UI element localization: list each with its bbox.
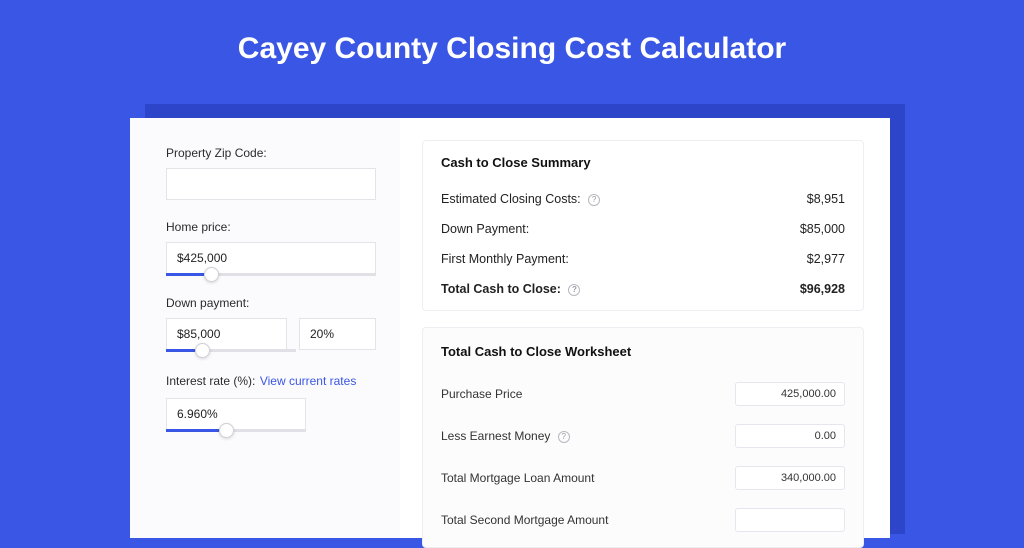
worksheet-row-value[interactable]: 425,000.00 — [735, 382, 845, 406]
help-icon[interactable]: ? — [588, 194, 600, 206]
inputs-column: Property Zip Code: Home price: Down paym… — [130, 118, 400, 538]
summary-row: First Monthly Payment: $2,977 — [441, 244, 845, 274]
summary-row-label: Estimated Closing Costs: — [441, 192, 581, 206]
results-column: Cash to Close Summary Estimated Closing … — [400, 118, 890, 538]
down-payment-pct-input[interactable] — [299, 318, 376, 350]
down-payment-input[interactable] — [166, 318, 287, 350]
worksheet-row-value[interactable]: 340,000.00 — [735, 466, 845, 490]
home-price-slider[interactable] — [166, 273, 376, 276]
zip-field: Property Zip Code: — [166, 146, 376, 200]
page-title: Cayey County Closing Cost Calculator — [0, 0, 1024, 92]
down-payment-label: Down payment: — [166, 296, 376, 310]
summary-row-label: Total Cash to Close: — [441, 282, 561, 296]
slider-thumb[interactable] — [195, 343, 210, 358]
summary-row-label: First Monthly Payment: — [441, 252, 569, 266]
zip-input[interactable] — [166, 168, 376, 200]
interest-rate-field: Interest rate (%): View current rates — [166, 372, 376, 432]
worksheet-row-value[interactable]: 0.00 — [735, 424, 845, 448]
home-price-label: Home price: — [166, 220, 376, 234]
summary-row-value: $85,000 — [800, 222, 845, 236]
worksheet-row-label: Less Earnest Money — [441, 429, 550, 443]
summary-heading: Cash to Close Summary — [441, 155, 845, 170]
summary-row: Down Payment: $85,000 — [441, 214, 845, 244]
summary-row: Estimated Closing Costs: ? $8,951 — [441, 184, 845, 214]
zip-label: Property Zip Code: — [166, 146, 376, 160]
worksheet-row-label: Total Mortgage Loan Amount — [441, 471, 594, 485]
interest-rate-input[interactable] — [166, 398, 306, 430]
worksheet-row: Less Earnest Money ? 0.00 — [441, 415, 845, 457]
interest-rate-slider[interactable] — [166, 429, 306, 432]
worksheet-row: Total Second Mortgage Amount — [441, 499, 845, 541]
worksheet-row: Purchase Price 425,000.00 — [441, 373, 845, 415]
worksheet-row-label: Purchase Price — [441, 387, 522, 401]
slider-fill — [166, 273, 204, 276]
home-price-input[interactable] — [166, 242, 376, 274]
worksheet-heading: Total Cash to Close Worksheet — [441, 344, 845, 359]
home-price-field: Home price: — [166, 220, 376, 276]
help-icon[interactable]: ? — [558, 431, 570, 443]
summary-section: Cash to Close Summary Estimated Closing … — [422, 140, 864, 311]
summary-row-label: Down Payment: — [441, 222, 529, 236]
worksheet-section: Total Cash to Close Worksheet Purchase P… — [422, 327, 864, 548]
down-payment-slider[interactable] — [166, 349, 296, 352]
slider-fill — [166, 349, 195, 352]
slider-thumb[interactable] — [204, 267, 219, 282]
view-rates-link[interactable]: View current rates — [260, 374, 357, 388]
summary-row-total: Total Cash to Close: ? $96,928 — [441, 274, 845, 304]
worksheet-row: Total Mortgage Loan Amount 340,000.00 — [441, 457, 845, 499]
slider-fill — [166, 429, 219, 432]
worksheet-row-label: Total Second Mortgage Amount — [441, 513, 608, 527]
down-payment-field: Down payment: — [166, 296, 376, 352]
summary-row-value: $96,928 — [800, 282, 845, 296]
summary-row-value: $2,977 — [807, 252, 845, 266]
slider-thumb[interactable] — [219, 423, 234, 438]
help-icon[interactable]: ? — [568, 284, 580, 296]
summary-row-value: $8,951 — [807, 192, 845, 206]
calculator-card: Property Zip Code: Home price: Down paym… — [130, 118, 890, 538]
interest-rate-label: Interest rate (%): — [166, 374, 255, 388]
